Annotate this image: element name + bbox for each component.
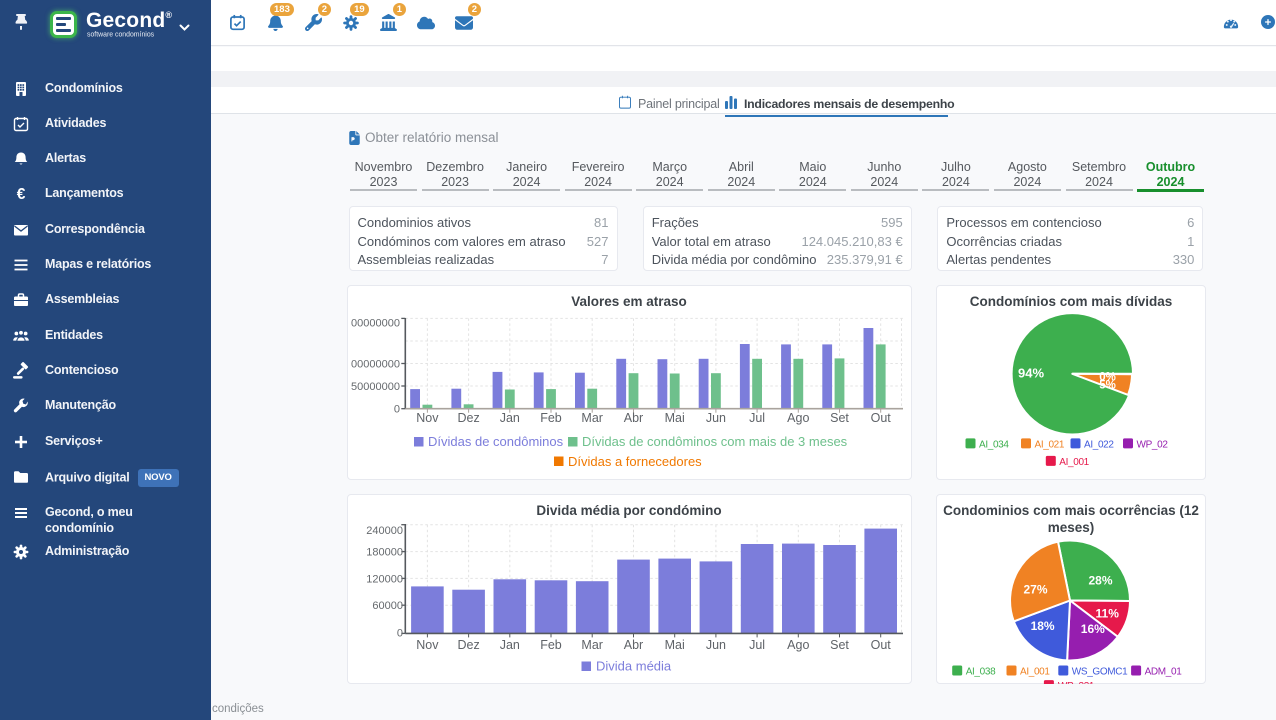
svg-text:120000: 120000 [366,573,403,585]
svg-text:Ago: Ago [787,638,809,652]
svg-text:60000: 60000 [372,600,403,612]
svg-text:Dívidas de condôminos com mais: Dívidas de condôminos com mais de 3 mese… [582,434,848,449]
svg-text:28%: 28% [1088,574,1112,588]
svg-text:Ago: Ago [787,411,809,425]
svg-text:AI_034: AI_034 [979,439,1009,450]
svg-text:Jul: Jul [749,638,765,652]
svg-text:Mar: Mar [581,638,603,652]
svg-text:€: € [17,186,26,203]
svg-text:Jul: Jul [749,411,765,425]
svg-text:Condomínios com mais dívidas: Condomínios com mais dívidas [969,294,1172,309]
svg-text:AI_001: AI_001 [1059,457,1089,468]
svg-text:Divida média por condómino: Divida média por condómino [536,503,721,518]
svg-text:0%: 0% [1099,372,1116,384]
svg-text:WS_GOMC1: WS_GOMC1 [1071,667,1127,678]
svg-text:Mai: Mai [665,638,685,652]
svg-text:Feb: Feb [540,638,562,652]
svg-text:00000000: 00000000 [351,359,400,371]
svg-text:5%: 5% [1099,380,1116,392]
svg-text:Dez: Dez [457,411,479,425]
svg-text:Set: Set [830,638,849,652]
svg-text:Condominios com mais ocorrênci: Condominios com mais ocorrências (12 [943,503,1199,518]
svg-text:Abr: Abr [624,411,643,425]
svg-text:Dívidas de condôminos: Dívidas de condôminos [428,434,564,449]
svg-text:Divida média: Divida média [596,659,672,674]
svg-text:00000000: 00000000 [351,318,400,330]
svg-text:Jan: Jan [500,638,520,652]
svg-text:Mar: Mar [581,411,603,425]
svg-text:Set: Set [830,411,849,425]
svg-text:Abr: Abr [624,638,643,652]
svg-text:180000: 180000 [366,547,403,559]
svg-text:50000000: 50000000 [351,381,400,393]
svg-text:27%: 27% [1023,582,1047,596]
svg-text:Out: Out [871,638,892,652]
svg-text:Nov: Nov [416,638,439,652]
svg-text:meses): meses) [1047,520,1094,535]
svg-text:16%: 16% [1080,622,1104,636]
svg-text:Nov: Nov [416,411,439,425]
svg-text:Dívidas a fornecedores: Dívidas a fornecedores [568,454,702,469]
svg-text:AI_038: AI_038 [965,667,995,678]
svg-text:94%: 94% [1017,366,1043,381]
svg-text:AI_022: AI_022 [1084,439,1114,450]
svg-text:Jun: Jun [706,638,726,652]
svg-text:Jun: Jun [706,411,726,425]
svg-text:Dez: Dez [457,638,479,652]
svg-text:AI_021: AI_021 [1034,439,1064,450]
svg-text:18%: 18% [1030,619,1054,633]
svg-text:Jan: Jan [500,411,520,425]
svg-text:240000: 240000 [366,525,403,537]
svg-text:11%: 11% [1095,606,1119,620]
svg-text:Feb: Feb [540,411,562,425]
svg-text:ADM_01: ADM_01 [1144,667,1182,678]
svg-text:Out: Out [871,411,892,425]
svg-text:Valores em atraso: Valores em atraso [571,294,687,309]
svg-text:0: 0 [397,627,403,639]
svg-text:0: 0 [394,404,400,416]
svg-text:AI_001: AI_001 [1020,667,1050,678]
svg-text:Mai: Mai [665,411,685,425]
svg-text:WP_331: WP_331 [1057,681,1094,684]
svg-text:WP_02: WP_02 [1136,439,1168,450]
